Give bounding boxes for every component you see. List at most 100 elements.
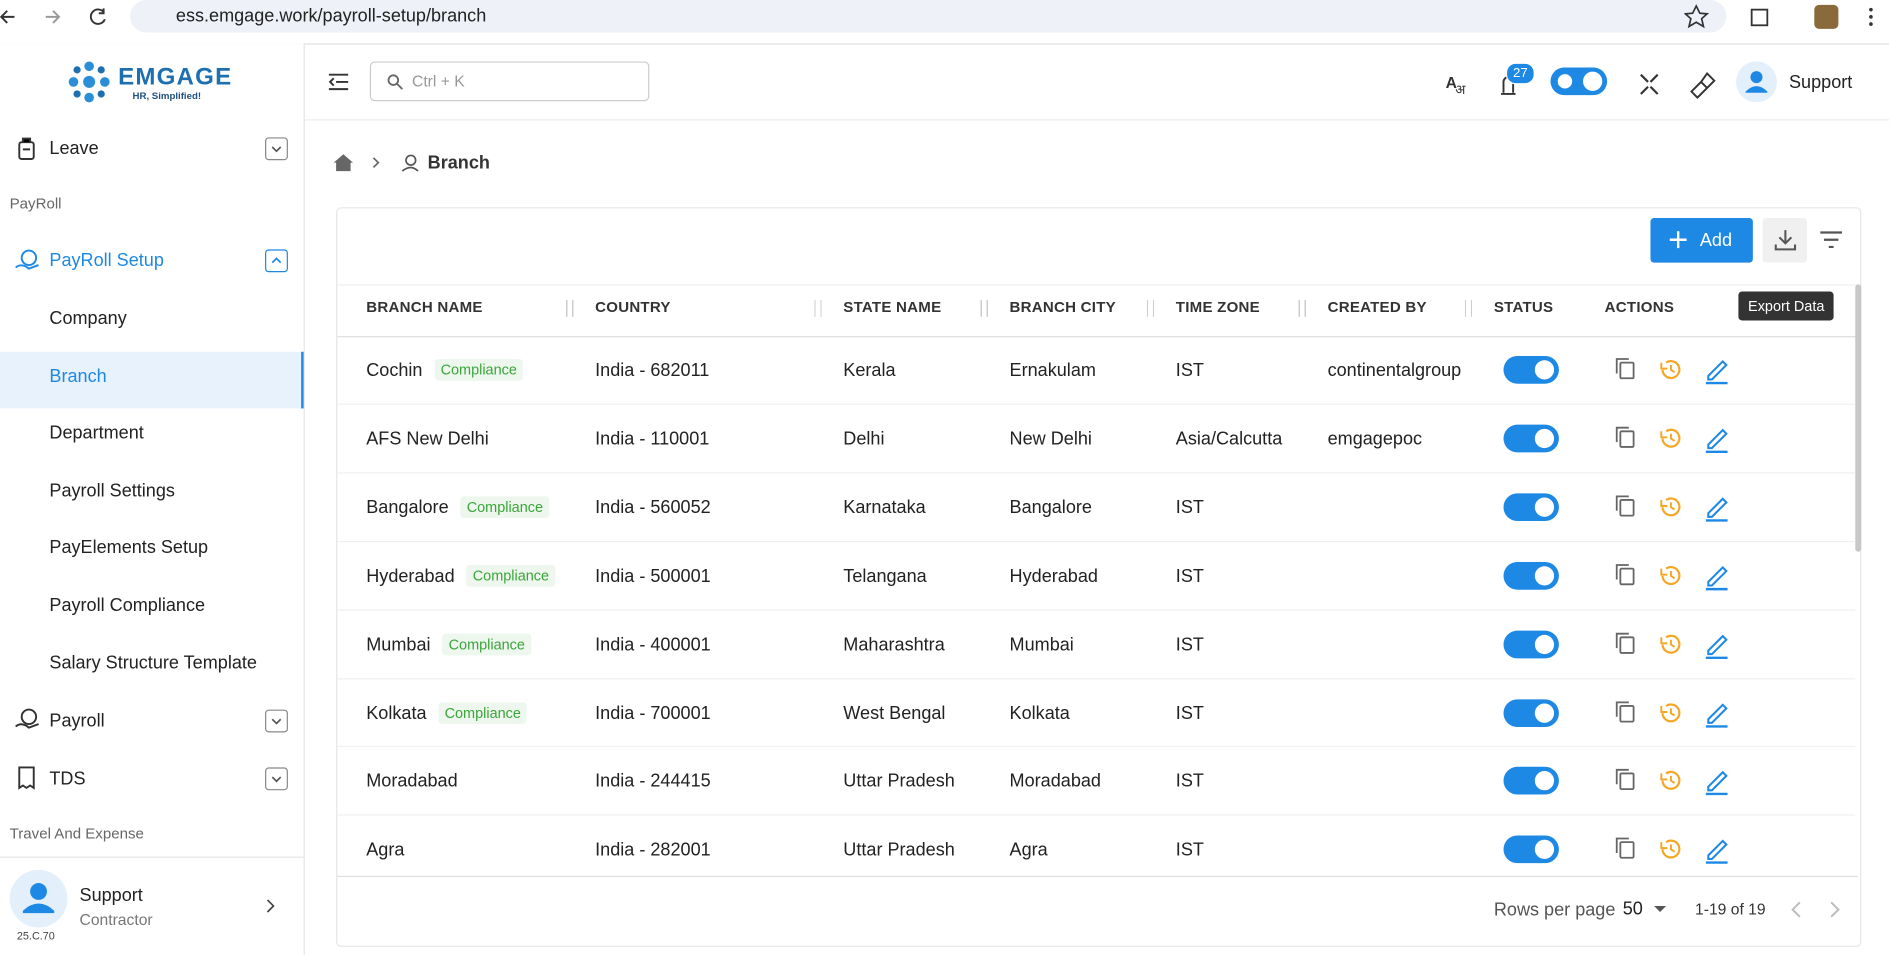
- cell-time-zone: IST: [1175, 634, 1204, 655]
- sidebar-subitem[interactable]: Payroll Settings: [49, 480, 175, 501]
- sidebar-item[interactable]: Payroll: [49, 710, 105, 732]
- table-footer-border: [337, 875, 1858, 878]
- row-divider: [337, 609, 1856, 611]
- expand-button[interactable]: [265, 709, 288, 733]
- breadcrumb-current: Branch: [427, 152, 490, 174]
- active-highlight: [0, 351, 304, 408]
- row-controls[interactable]: [1503, 354, 1744, 385]
- search-placeholder: Ctrl + K: [412, 72, 465, 91]
- user-menu-arrow[interactable]: [263, 896, 277, 915]
- branch-name: Bangalore: [366, 497, 449, 518]
- cell-created-by: continentalgroup: [1327, 360, 1462, 381]
- cell-state: West Bengal: [843, 702, 946, 724]
- sidebar-section: PayRoll: [9, 195, 62, 213]
- filter-button[interactable]: [1819, 230, 1843, 249]
- sidebar: [0, 43, 305, 955]
- sort-icon[interactable]: [1295, 299, 1310, 317]
- cell-state: Telangana: [843, 565, 927, 587]
- sidebar-subitem[interactable]: Department: [49, 423, 144, 444]
- scrollbar: [1855, 284, 1862, 552]
- compliance-tag: Compliance: [466, 564, 556, 587]
- sidebar-subitem[interactable]: Payroll Compliance: [49, 595, 206, 616]
- cell-city: Hyderabad: [1009, 565, 1098, 587]
- row-controls[interactable]: [1503, 628, 1744, 659]
- row-controls[interactable]: [1503, 834, 1744, 865]
- header-icons[interactable]: Aअ: [1443, 67, 1720, 101]
- sidebar-section: Travel And Expense: [9, 825, 144, 843]
- search-box[interactable]: [369, 61, 650, 102]
- cell-state: Kerala: [843, 360, 896, 381]
- collapse-button[interactable]: [265, 249, 288, 273]
- sidebar-subitem[interactable]: Branch: [49, 365, 107, 387]
- row-controls[interactable]: [1503, 423, 1744, 454]
- sort-icon[interactable]: [1143, 299, 1158, 317]
- sort-icon[interactable]: [810, 299, 826, 317]
- row-divider: [337, 746, 1856, 748]
- rows-per-page[interactable]: 50: [1622, 898, 1643, 920]
- cell-country: India - 400001: [595, 634, 711, 655]
- compliance-tag: Compliance: [460, 496, 550, 518]
- cell-time-zone: Asia/Calcutta: [1175, 428, 1283, 450]
- cell-time-zone: IST: [1175, 360, 1204, 381]
- divider: [0, 856, 304, 858]
- header-avatar[interactable]: [1736, 61, 1777, 103]
- branch-name: Agra: [366, 840, 405, 861]
- logo-tagline: HR, Simplified!: [132, 90, 202, 102]
- compliance-tag: Compliance: [434, 359, 523, 381]
- cell-state: Delhi: [843, 428, 885, 450]
- sidebar-subitem[interactable]: Company: [49, 308, 127, 329]
- sort-icon[interactable]: [977, 299, 992, 317]
- theme-toggle[interactable]: [1550, 67, 1608, 96]
- column-header: CREATED BY: [1327, 298, 1427, 316]
- sort-icon[interactable]: [562, 299, 578, 317]
- notification-badge: 27: [1505, 62, 1535, 85]
- menu-toggle[interactable]: [328, 72, 350, 91]
- browser-icons[interactable]: [1684, 4, 1889, 31]
- column-header: TIME ZONE: [1175, 298, 1260, 316]
- user-role: Contractor: [79, 910, 153, 929]
- branch-name: Moradabad: [366, 771, 458, 792]
- row-controls[interactable]: [1503, 697, 1744, 728]
- add-button[interactable]: [1650, 218, 1753, 263]
- column-header: STATUS: [1493, 298, 1554, 316]
- sidebar-item[interactable]: Leave: [49, 138, 99, 160]
- leave-icon: [18, 137, 35, 160]
- cell-time-zone: IST: [1175, 702, 1204, 724]
- page-nav[interactable]: [1788, 900, 1843, 919]
- svg-text:अ: अ: [1455, 82, 1466, 97]
- column-header: BRANCH NAME: [366, 298, 483, 316]
- cell-country: India - 244415: [595, 771, 711, 792]
- address-bar[interactable]: [130, 0, 1727, 33]
- row-controls[interactable]: [1503, 765, 1744, 796]
- cell-time-zone: IST: [1175, 840, 1204, 861]
- sidebar-subitem[interactable]: Salary Structure Template: [49, 652, 257, 673]
- header-user[interactable]: Support: [1789, 72, 1853, 93]
- add-icon: [1669, 231, 1687, 249]
- sort-icon[interactable]: [1461, 299, 1476, 317]
- branch-name: Hyderabad: [366, 565, 455, 587]
- rows-dropdown[interactable]: [1653, 905, 1667, 915]
- cell-state: Uttar Pradesh: [843, 840, 955, 861]
- user-avatar[interactable]: [9, 869, 68, 928]
- column-header: BRANCH CITY: [1009, 298, 1116, 316]
- tooltip: Export Data: [1738, 291, 1835, 321]
- cell-city: Agra: [1009, 840, 1048, 861]
- row-divider: [337, 403, 1856, 405]
- sidebar-item[interactable]: TDS: [49, 768, 86, 790]
- cell-country: India - 700001: [595, 702, 711, 724]
- table-header: [337, 284, 1858, 338]
- cell-time-zone: IST: [1175, 497, 1204, 518]
- svg-text:A: A: [1446, 75, 1457, 92]
- row-divider: [337, 677, 1856, 679]
- expand-button[interactable]: [265, 767, 288, 791]
- cell-time-zone: IST: [1175, 771, 1204, 792]
- payroll-setup-icon: [15, 249, 39, 270]
- expand-button[interactable]: [265, 137, 288, 161]
- nav-buttons[interactable]: [0, 5, 120, 29]
- sidebar-subitem[interactable]: PayElements Setup: [49, 537, 209, 559]
- row-controls[interactable]: [1503, 560, 1744, 591]
- sidebar-group-active[interactable]: PayRoll Setup: [49, 250, 164, 272]
- row-controls[interactable]: [1503, 491, 1744, 522]
- cell-state: Uttar Pradesh: [843, 771, 955, 792]
